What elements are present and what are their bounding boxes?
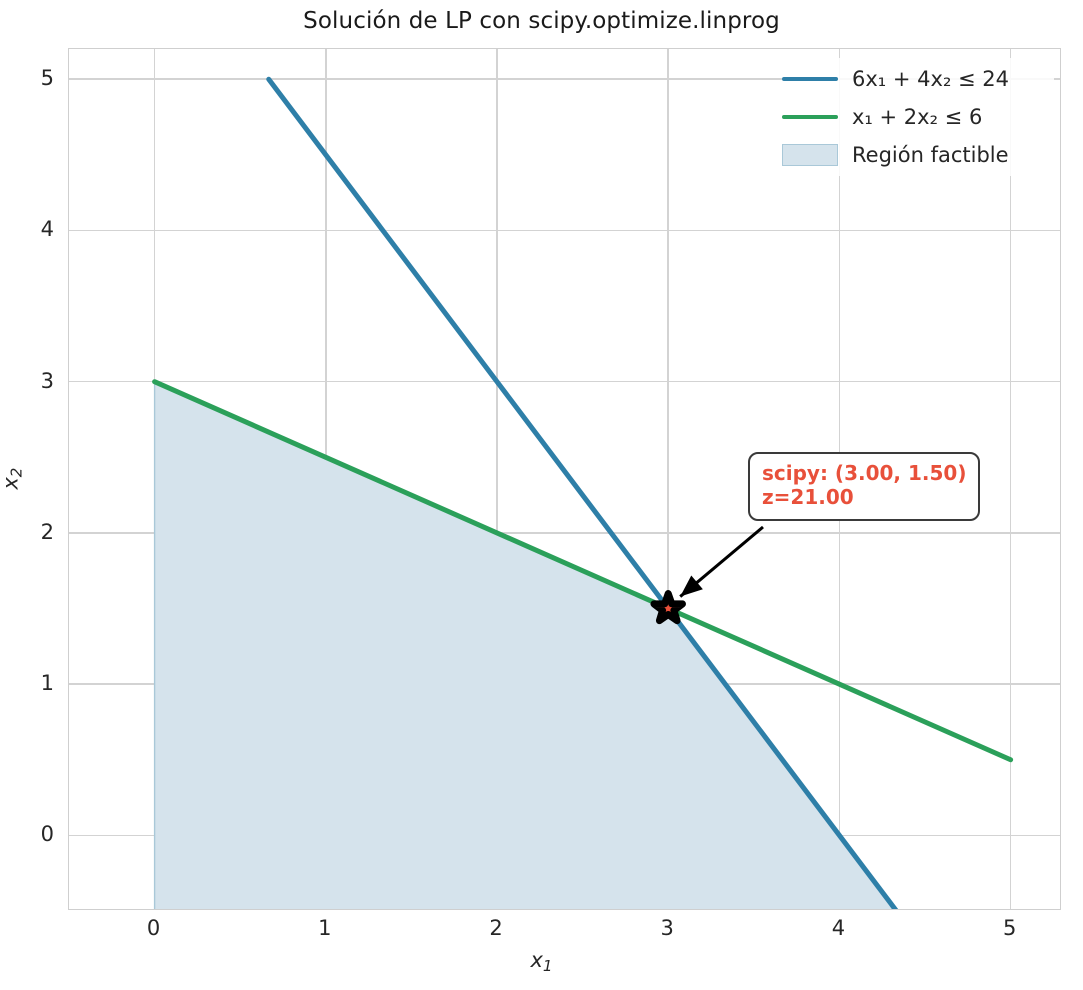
y-tick-label: 3 bbox=[40, 368, 54, 393]
optimum-star-marker[interactable] bbox=[650, 590, 686, 625]
legend-item-label: Región factible bbox=[852, 143, 1009, 167]
plot-inner bbox=[69, 49, 1060, 909]
annotation-line-point: scipy: (3.00, 1.50) bbox=[762, 461, 967, 485]
gridline-vertical bbox=[667, 49, 670, 909]
legend-patch-swatch bbox=[782, 144, 838, 166]
legend-item-label: x₁ + 2x₂ ≤ 6 bbox=[852, 105, 983, 129]
legend-feasible-region[interactable]: Región factible bbox=[782, 136, 1054, 174]
x-tick-label: 5 bbox=[1002, 916, 1017, 940]
y-tick-label: 0 bbox=[40, 822, 54, 847]
y-tick-label: 1 bbox=[40, 671, 54, 696]
legend-line-swatch bbox=[782, 114, 838, 120]
optimum-annotation-box: scipy: (3.00, 1.50) z=21.00 bbox=[748, 452, 981, 521]
gridline-vertical bbox=[1009, 49, 1012, 909]
x-tick-label: 0 bbox=[146, 916, 161, 940]
x-tick-label: 4 bbox=[831, 916, 846, 940]
legend-constraint-2[interactable]: x₁ + 2x₂ ≤ 6 bbox=[782, 98, 1054, 136]
x-tick-label: 3 bbox=[660, 916, 674, 940]
gridline-horizontal bbox=[69, 78, 1060, 81]
y-tick-label: 4 bbox=[40, 217, 54, 242]
constraint-2-line bbox=[152, 379, 1014, 763]
legend: 6x₁ + 4x₂ ≤ 24 x₁ + 2x₂ ≤ 6 Región factibl… bbox=[782, 58, 1054, 176]
x-axis-label: x1 bbox=[530, 948, 553, 976]
gridline-horizontal bbox=[69, 380, 1060, 383]
y-axis-label: x2 bbox=[0, 467, 26, 490]
annotation-arrowhead-icon bbox=[680, 575, 703, 597]
chart-title: Solución de LP con scipy.optimize.linpro… bbox=[303, 8, 780, 34]
legend-line-swatch bbox=[782, 76, 838, 82]
constraint-1-line bbox=[266, 76, 899, 909]
gridline-horizontal bbox=[69, 532, 1060, 534]
legend-constraint-1[interactable]: 6x₁ + 4x₂ ≤ 24 bbox=[782, 60, 1054, 98]
plot-overlay-svg bbox=[152, 76, 1014, 909]
x-tick-label: 1 bbox=[318, 916, 332, 940]
legend-item-label: 6x₁ + 4x₂ ≤ 24 bbox=[852, 67, 1010, 91]
y-tick-label: 2 bbox=[40, 519, 54, 544]
gridline-vertical bbox=[496, 49, 498, 909]
x-tick-label: 2 bbox=[489, 916, 503, 940]
y-tick-label: 5 bbox=[40, 66, 54, 91]
gridline-horizontal bbox=[69, 229, 1060, 232]
annotation-line-objective: z=21.00 bbox=[762, 485, 854, 510]
